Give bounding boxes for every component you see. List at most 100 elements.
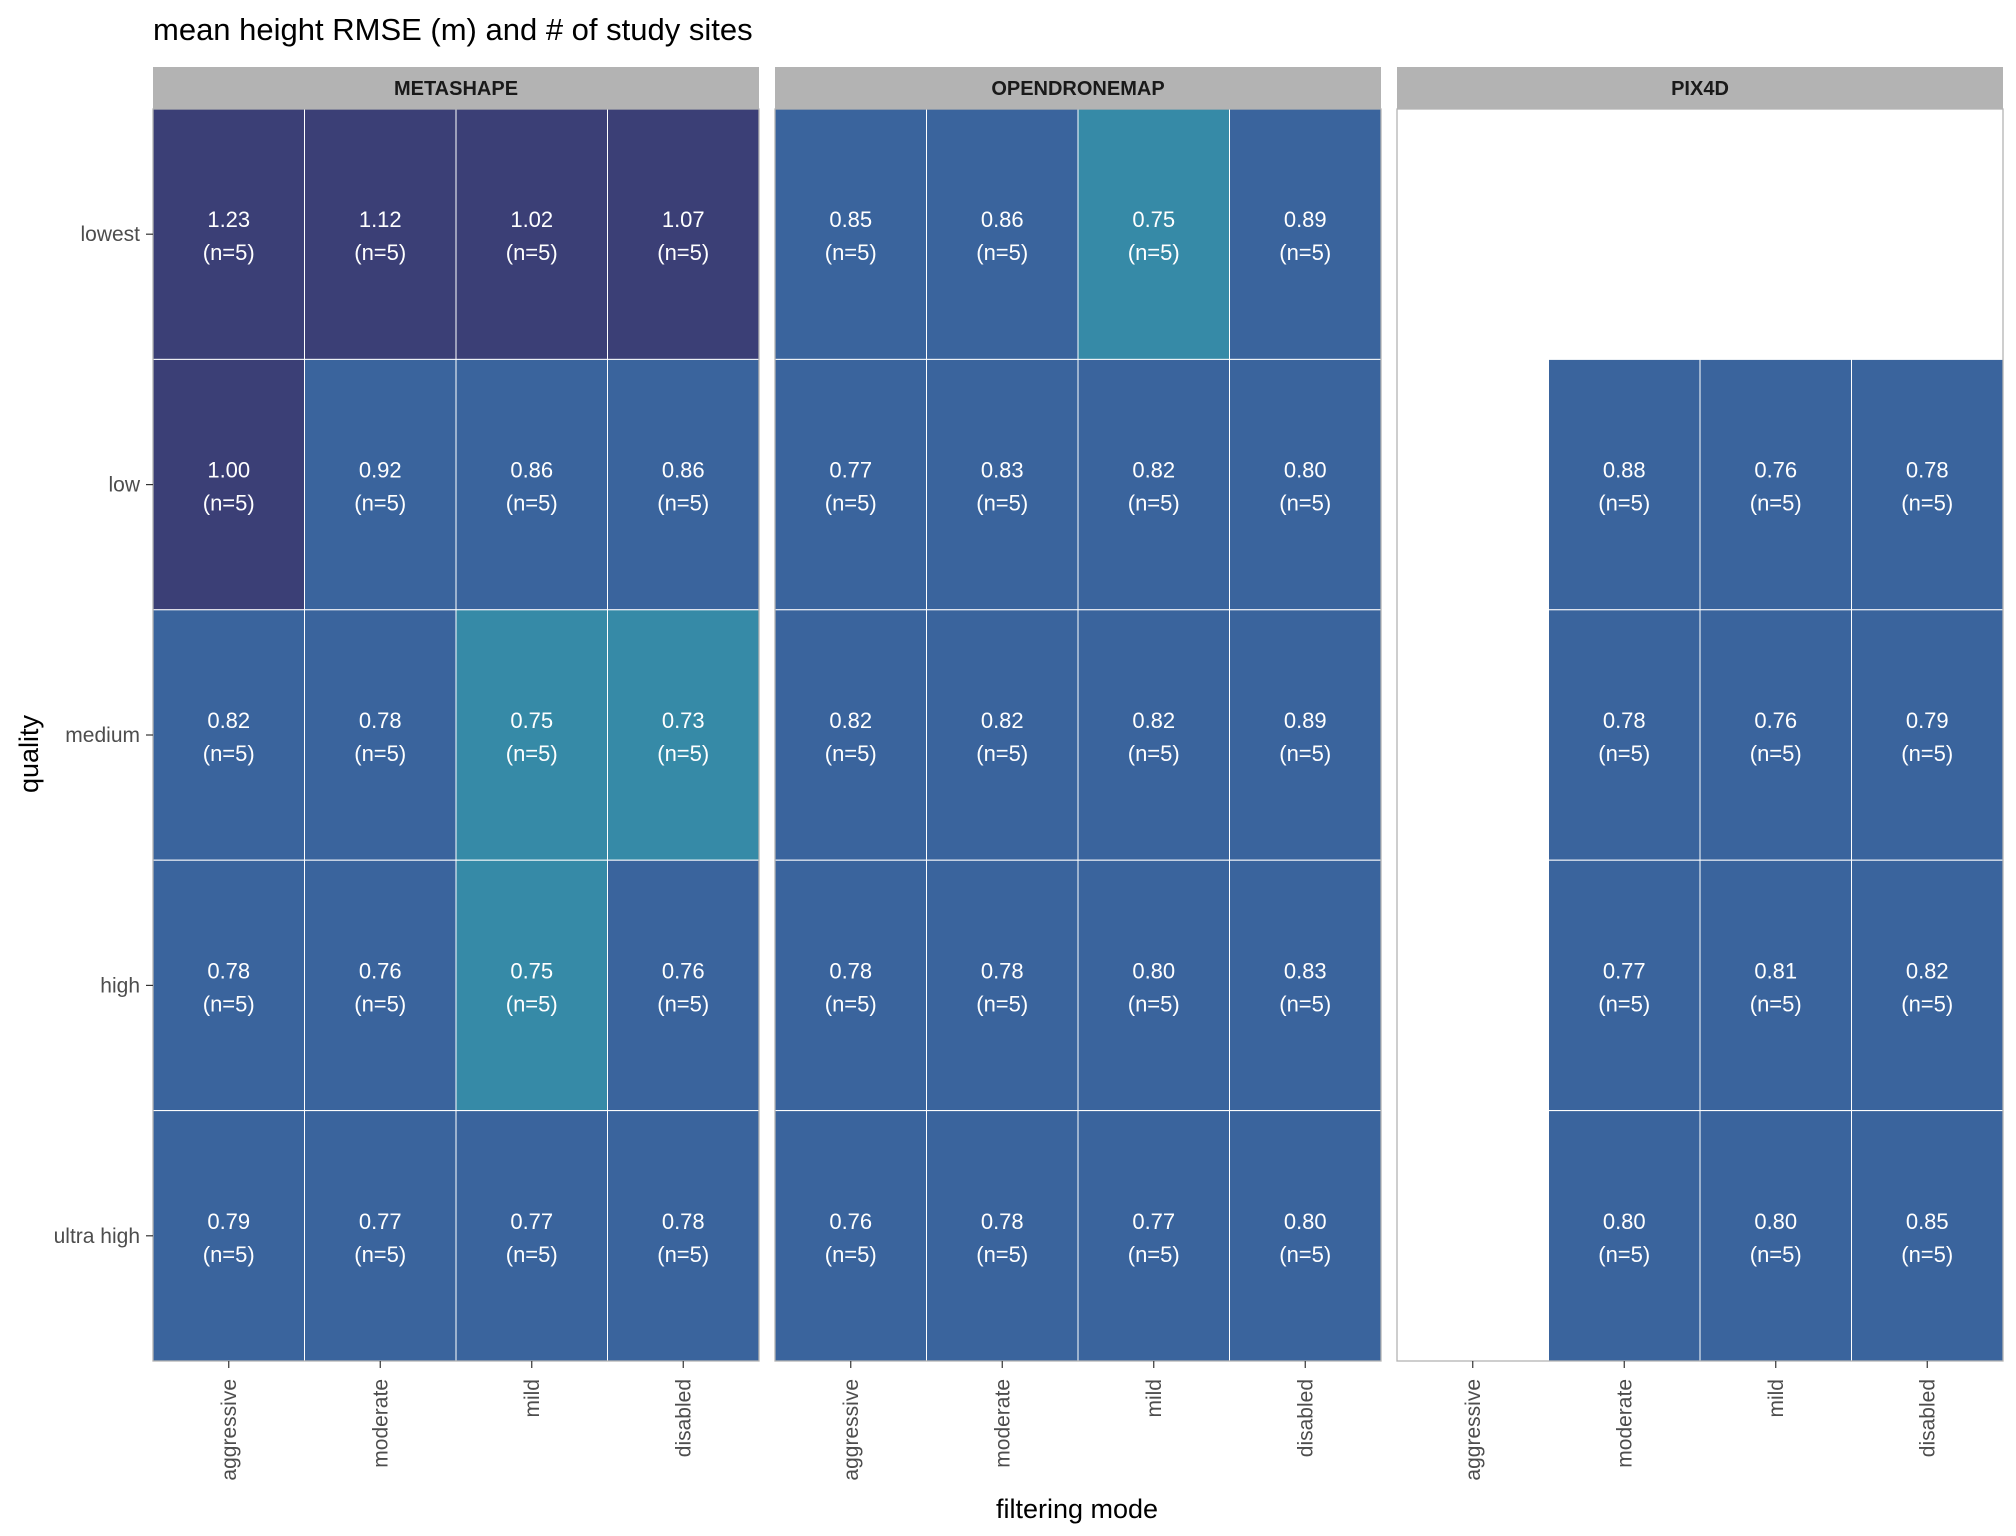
cell-value-label: 0.79 (207, 1209, 250, 1234)
heatmap-cell: 0.83 (n=5) (1229, 859, 1382, 1112)
cell-value-label: 0.75 (510, 708, 553, 733)
heatmap-cell-tile (607, 609, 760, 861)
heatmap-cell: 0.86 (n=5) (607, 358, 760, 611)
heatmap-cell: 0.77 (n=5) (774, 358, 927, 611)
panel-strip (1397, 67, 2003, 109)
cell-count-label: (n=5) (203, 240, 255, 265)
x-tick-label: moderate (1613, 1379, 1636, 1468)
heatmap-cell-tile (1229, 358, 1382, 611)
heatmap-cell-tile (1548, 358, 1701, 611)
heatmap-cell: 0.86 (n=5) (926, 108, 1079, 360)
cell-value-label: 0.86 (510, 458, 553, 483)
heatmap-cell-tile (455, 609, 608, 861)
cell-count-label: (n=5) (506, 240, 558, 265)
cell-value-label: 0.75 (510, 958, 553, 983)
cell-value-label: 0.78 (981, 958, 1024, 983)
heatmap-cell: 0.76 (n=5) (1699, 358, 1852, 611)
heatmap-cell: 0.78 (n=5) (926, 1110, 1079, 1362)
cell-count-label: (n=5) (1279, 741, 1331, 766)
x-tick-label: disabled (1294, 1379, 1317, 1457)
cell-value-label: 0.77 (829, 458, 872, 483)
cell-value-label: 0.82 (207, 708, 250, 733)
heatmap-cell: 0.76 (n=5) (304, 859, 457, 1112)
heatmap-cell: 0.78 (n=5) (774, 859, 927, 1112)
heatmap-cell: 0.75 (n=5) (455, 609, 608, 861)
heatmap-cell-tile (926, 859, 1079, 1112)
heatmap-cell: 0.76 (n=5) (1699, 609, 1852, 861)
cell-count-label: (n=5) (825, 741, 877, 766)
cell-count-label: (n=5) (1901, 991, 1953, 1016)
heatmap-cell-tile (152, 358, 305, 611)
heatmap-cell: 0.80 (n=5) (1229, 1110, 1382, 1362)
cell-count-label: (n=5) (976, 491, 1028, 516)
heatmap-cell-tile (1851, 859, 2004, 1112)
cell-count-label: (n=5) (354, 991, 406, 1016)
heatmap-cell: 0.75 (n=5) (1077, 108, 1230, 360)
cell-value-label: 1.00 (207, 458, 250, 483)
cell-value-label: 0.78 (359, 708, 402, 733)
cell-value-label: 0.76 (359, 958, 402, 983)
x-tick-label: aggressive (218, 1379, 241, 1481)
cell-value-label: 0.82 (829, 708, 872, 733)
y-tick-label: ultra high (54, 1225, 140, 1248)
heatmap-cell: 0.88 (n=5) (1548, 358, 1701, 611)
heatmap-cell-tile (1851, 358, 2004, 611)
cell-count-label: (n=5) (1598, 991, 1650, 1016)
heatmap-cell-tile (1548, 609, 1701, 861)
cell-count-label: (n=5) (354, 1242, 406, 1267)
panel-opendronemap: OPENDRONEMAP0.85(n=5)0.86(n=5)0.75(n=5)0… (774, 67, 1382, 1481)
heatmap-cell: 0.77 (n=5) (304, 1110, 457, 1362)
cell-value-label: 0.78 (1603, 708, 1646, 733)
cell-count-label: (n=5) (825, 240, 877, 265)
heatmap-cell: 0.77 (n=5) (1077, 1110, 1230, 1362)
cell-count-label: (n=5) (657, 240, 709, 265)
panel-strip (153, 67, 759, 109)
heatmap-cell: 0.75 (n=5) (455, 859, 608, 1112)
cell-value-label: 0.83 (1284, 958, 1327, 983)
cell-count-label: (n=5) (657, 491, 709, 516)
heatmap-cell: 0.79 (n=5) (152, 1110, 305, 1362)
panel-metashape: METASHAPE1.23(n=5)1.12(n=5)1.02(n=5)1.07… (152, 67, 760, 1481)
y-axis-title: quality (14, 714, 44, 793)
heatmap-cell-tile (1699, 859, 1852, 1112)
cell-value-label: 1.02 (510, 207, 553, 232)
heatmap-cell-tile (304, 1110, 457, 1362)
heatmap-cell-tile (455, 108, 608, 360)
heatmap-cell-tile (455, 1110, 608, 1362)
cell-count-label: (n=5) (976, 1242, 1028, 1267)
cell-value-label: 0.77 (510, 1209, 553, 1234)
y-tick-label: low (108, 474, 140, 497)
cell-count-label: (n=5) (657, 1242, 709, 1267)
heatmap-cell-tile (774, 609, 927, 861)
cell-value-label: 0.80 (1603, 1209, 1646, 1234)
heatmap-cell: 0.76 (n=5) (774, 1110, 927, 1362)
cell-count-label: (n=5) (506, 491, 558, 516)
heatmap-cell-tile (152, 1110, 305, 1362)
cell-count-label: (n=5) (1128, 1242, 1180, 1267)
cell-value-label: 0.85 (1906, 1209, 1949, 1234)
panel-strip-label: PIX4D (1671, 78, 1729, 100)
heatmap-cell: 0.78 (n=5) (1548, 609, 1701, 861)
cell-value-label: 0.83 (981, 458, 1024, 483)
heatmap-cell: 0.81 (n=5) (1699, 859, 1852, 1112)
cell-value-label: 0.86 (981, 207, 1024, 232)
cell-value-label: 0.80 (1132, 958, 1175, 983)
heatmap-cell: 0.78 (n=5) (152, 859, 305, 1112)
cell-count-label: (n=5) (1598, 491, 1650, 516)
cell-value-label: 1.12 (359, 207, 402, 232)
cell-count-label: (n=5) (825, 1242, 877, 1267)
x-tick-label: disabled (672, 1379, 695, 1457)
x-tick-label: disabled (1916, 1379, 1939, 1457)
cell-count-label: (n=5) (1750, 741, 1802, 766)
x-tick-label: mild (1143, 1379, 1166, 1418)
cell-count-label: (n=5) (1598, 1242, 1650, 1267)
cell-count-label: (n=5) (1128, 741, 1180, 766)
panel-border (1396, 108, 2004, 1362)
heatmap-cell: 0.82 (n=5) (926, 609, 1079, 861)
cell-value-label: 0.81 (1754, 958, 1797, 983)
heatmap-cell-tile (1548, 859, 1701, 1112)
cell-count-label: (n=5) (976, 741, 1028, 766)
cell-value-label: 0.80 (1284, 1209, 1327, 1234)
cell-value-label: 0.77 (359, 1209, 402, 1234)
cell-value-label: 0.78 (662, 1209, 705, 1234)
